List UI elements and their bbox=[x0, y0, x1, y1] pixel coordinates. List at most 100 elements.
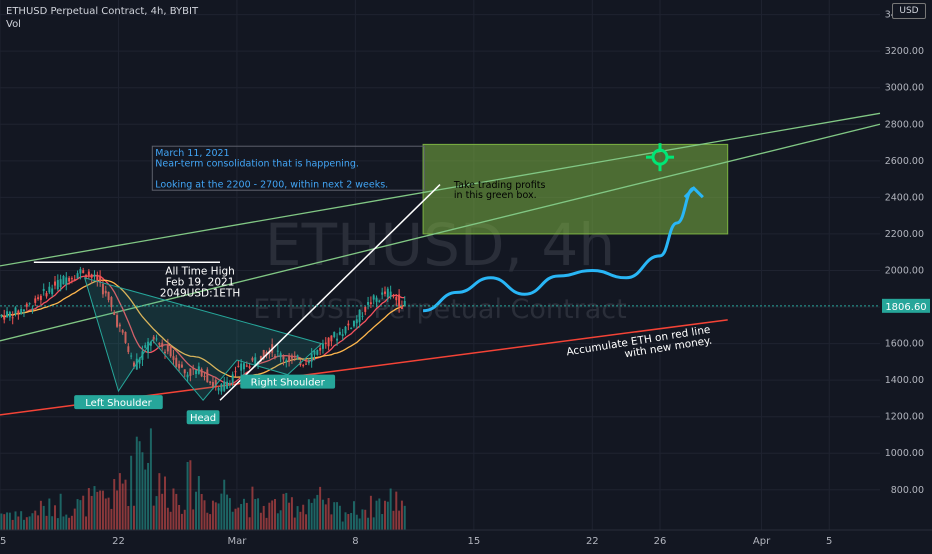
candle-body bbox=[319, 347, 322, 351]
volume-bar bbox=[299, 511, 302, 530]
candle-body bbox=[169, 346, 172, 357]
candle-body bbox=[113, 312, 116, 315]
x-tick-label: 26 bbox=[654, 536, 667, 547]
projected-price-path bbox=[422, 186, 695, 313]
volume-bar bbox=[42, 505, 45, 530]
candle-body bbox=[37, 297, 40, 300]
volume-bar bbox=[45, 515, 48, 530]
candle-body bbox=[107, 291, 110, 301]
volume-bar bbox=[172, 488, 175, 530]
candle-body bbox=[195, 370, 198, 374]
candle-body bbox=[372, 295, 375, 300]
volume-bar bbox=[214, 502, 217, 530]
volume-bar bbox=[206, 512, 209, 530]
y-tick-label: 1000.00 bbox=[885, 448, 924, 459]
currency-badge[interactable]: USD bbox=[892, 3, 926, 19]
candle-body bbox=[400, 305, 403, 309]
candle-body bbox=[310, 353, 313, 362]
candle-body bbox=[144, 345, 147, 348]
candle-body bbox=[59, 279, 62, 288]
volume-bar bbox=[389, 488, 392, 530]
volume-bar bbox=[307, 499, 310, 530]
candle-body bbox=[82, 270, 85, 274]
candle-body bbox=[386, 288, 389, 298]
volume-bar bbox=[290, 497, 293, 530]
volume-bar bbox=[180, 513, 183, 530]
candle-body bbox=[127, 346, 130, 352]
symbol-title[interactable]: ETHUSD Perpetual Contract, 4h, BYBIT bbox=[6, 6, 199, 17]
volume-bar bbox=[251, 486, 254, 530]
candle-body bbox=[352, 320, 355, 327]
volume-bar bbox=[166, 507, 169, 530]
y-tick-label: 1600.00 bbox=[885, 339, 924, 350]
volume-bar bbox=[14, 511, 17, 530]
candle-body bbox=[73, 279, 76, 281]
volume-bar bbox=[324, 504, 327, 530]
x-tick-label: Mar bbox=[227, 536, 247, 547]
candle-body bbox=[220, 383, 223, 392]
candle-body bbox=[124, 331, 127, 343]
candle-body bbox=[206, 369, 209, 383]
left-shoulder-badge bbox=[74, 395, 163, 410]
volume-bar bbox=[279, 510, 282, 530]
candle-body bbox=[17, 310, 20, 314]
candle-body bbox=[189, 368, 192, 376]
volume-bar bbox=[76, 499, 79, 530]
volume-bar bbox=[259, 512, 262, 530]
volume-bar bbox=[355, 514, 358, 530]
volume-bar bbox=[395, 491, 398, 530]
volume-bar bbox=[386, 501, 389, 530]
candle-body bbox=[172, 356, 175, 360]
volume-bar bbox=[257, 498, 260, 530]
volume-bar bbox=[118, 473, 121, 530]
candle-body bbox=[104, 290, 107, 294]
candle-body bbox=[110, 297, 113, 308]
analysis-note-box bbox=[151, 145, 425, 191]
volume-bar bbox=[147, 462, 150, 530]
candle-body bbox=[161, 342, 164, 347]
head-badge bbox=[186, 410, 220, 425]
right-shoulder-label: Right Shoulder bbox=[251, 378, 326, 389]
volume-bar bbox=[135, 436, 138, 530]
volume-bar bbox=[344, 512, 347, 530]
chart-header: ETHUSD Perpetual Contract, 4h, BYBIT Vol bbox=[6, 5, 198, 31]
candle-body bbox=[242, 363, 245, 370]
volume-bar bbox=[132, 505, 135, 530]
volume-bar bbox=[223, 479, 226, 530]
volume-bar bbox=[68, 517, 71, 530]
volume-bar bbox=[175, 493, 178, 530]
volume-bar bbox=[20, 511, 23, 530]
left-shoulder-label: Left Shoulder bbox=[85, 398, 152, 409]
x-tick-label: Apr bbox=[753, 536, 771, 547]
volume-bar bbox=[48, 498, 51, 530]
candle-body bbox=[302, 364, 305, 366]
candle-body bbox=[248, 366, 251, 368]
candle-body bbox=[51, 288, 54, 295]
volume-bar bbox=[403, 505, 406, 530]
volume-bar bbox=[330, 514, 333, 530]
volume-bar bbox=[138, 441, 141, 530]
volume-bar bbox=[316, 494, 319, 530]
volume-bar bbox=[82, 495, 85, 530]
volume-bar bbox=[6, 512, 9, 530]
box-note-line: in this green box. bbox=[454, 190, 537, 201]
candle-body bbox=[152, 336, 155, 340]
candle-body bbox=[200, 369, 203, 377]
candle-body bbox=[226, 381, 229, 389]
ath-note-line: 2049USD:1ETH bbox=[160, 287, 240, 299]
volume-bar bbox=[228, 498, 231, 530]
candle-body bbox=[347, 323, 350, 326]
candle-body bbox=[79, 269, 82, 274]
volume-bar bbox=[113, 479, 116, 530]
candle-body bbox=[389, 291, 392, 297]
volume-bar bbox=[234, 508, 237, 530]
volume-label[interactable]: Vol bbox=[6, 19, 21, 30]
volume-bar bbox=[276, 513, 279, 530]
volume-bar bbox=[161, 493, 164, 530]
volume-bar bbox=[54, 505, 56, 530]
channel-lower-line bbox=[0, 123, 881, 342]
candle-body bbox=[296, 355, 299, 357]
candle-body bbox=[350, 327, 353, 329]
